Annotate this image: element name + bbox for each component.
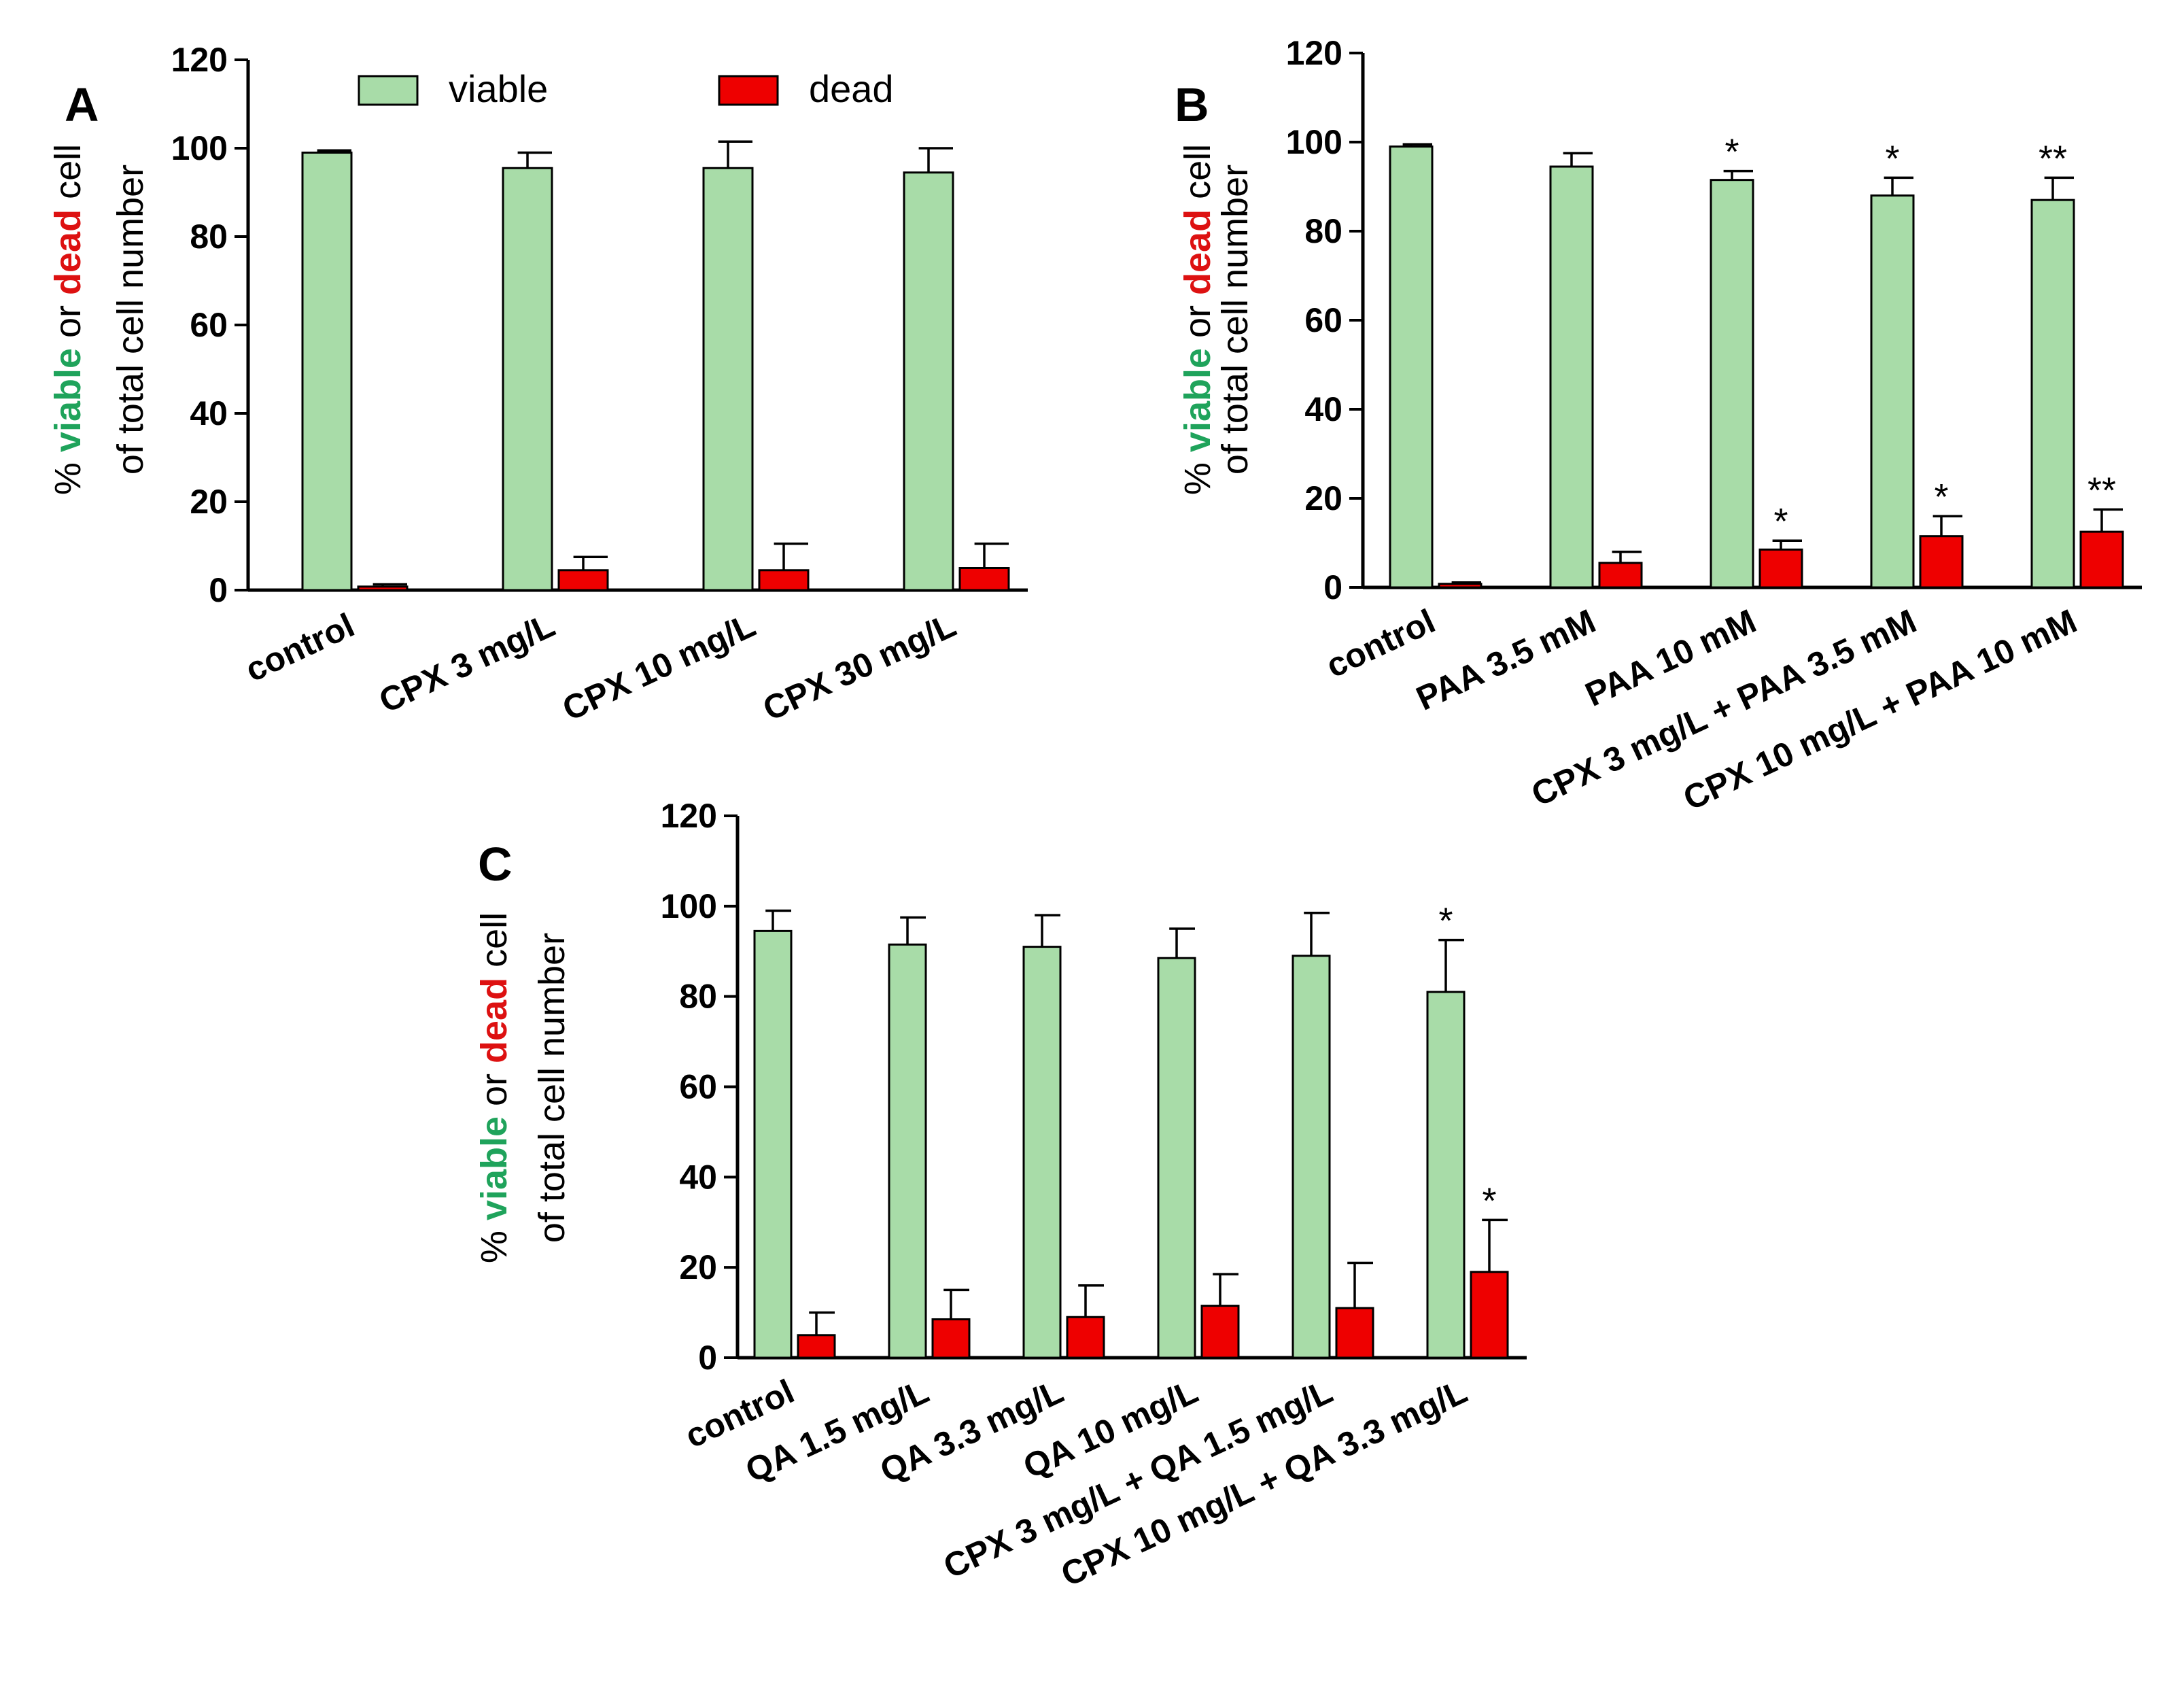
y-axis-label-or: or xyxy=(474,1063,515,1116)
bar-viable xyxy=(1389,145,1434,589)
panel-letter-a: A xyxy=(65,78,99,131)
bar-dead xyxy=(557,569,609,591)
bar-dead xyxy=(1919,535,1964,589)
bar-dead xyxy=(758,569,810,591)
legend-label-dead: dead xyxy=(809,67,894,110)
bar-dead xyxy=(931,1318,971,1359)
bar-viable xyxy=(1292,955,1331,1359)
y-tick-label: 80 xyxy=(190,218,228,256)
y-tick-label: 120 xyxy=(661,797,717,835)
y-tick-label: 60 xyxy=(190,306,228,344)
y-tick-label: 60 xyxy=(679,1068,717,1106)
x-category-label: CPX 3 mg/L xyxy=(373,606,560,720)
y-axis-label: % viable or dead cell xyxy=(1177,144,1218,495)
y-tick-label: 0 xyxy=(1323,568,1342,606)
bar-viable xyxy=(888,943,927,1359)
significance-marker: * xyxy=(1885,138,1899,179)
bar-dead xyxy=(1066,1316,1105,1359)
bar-viable xyxy=(1710,179,1754,589)
y-tick-label: 120 xyxy=(171,41,228,79)
bar-dead xyxy=(797,1334,836,1359)
y-axis-label-cell: cell xyxy=(474,912,515,978)
bar-viable xyxy=(753,929,793,1359)
y-tick-label: 40 xyxy=(1304,390,1342,428)
y-axis-label-cell: cell xyxy=(48,144,88,209)
panel-letter-c: C xyxy=(478,838,513,891)
x-category-label: CPX 10 mg/L xyxy=(557,606,761,728)
y-tick-label: 40 xyxy=(190,394,228,432)
y-axis-label-viable: viable xyxy=(1177,348,1218,452)
significance-marker: ** xyxy=(2087,470,2116,511)
significance-marker: * xyxy=(1438,901,1453,942)
y-axis-label-pct: % xyxy=(1177,452,1218,495)
legend: viable dead xyxy=(358,67,894,110)
y-axis-label-line2: of total cell number xyxy=(1215,165,1255,475)
bar-dead xyxy=(958,567,1010,591)
bar-dead xyxy=(1438,583,1483,589)
y-axis-label-viable: viable xyxy=(474,1116,515,1220)
significance-marker: * xyxy=(1724,132,1739,173)
y-tick-label: 0 xyxy=(209,571,228,609)
y-tick-label: 100 xyxy=(1286,123,1342,161)
y-tick-label: 20 xyxy=(679,1248,717,1286)
x-category-label: control xyxy=(239,606,360,689)
bar-dead xyxy=(1470,1271,1509,1359)
y-tick-label: 0 xyxy=(698,1339,717,1377)
legend-swatch-dead xyxy=(718,75,779,106)
y-axis-label-dead: dead xyxy=(1177,209,1218,295)
y-axis-label-dead: dead xyxy=(48,209,88,295)
y-axis-label: % viable or dead cell xyxy=(474,912,515,1263)
bar-viable xyxy=(1426,991,1466,1359)
bar-viable xyxy=(2030,199,2075,589)
y-axis-label-dead: dead xyxy=(474,978,515,1063)
y-axis-label-viable: viable xyxy=(48,348,88,452)
y-tick-label: 20 xyxy=(190,483,228,521)
y-tick-label: 60 xyxy=(1304,301,1342,339)
bar-viable xyxy=(502,167,553,591)
chart-panel-a: A% viable or dead cell of total cell numb… xyxy=(48,41,1028,728)
bar-viable xyxy=(903,171,954,591)
y-axis-label-line2: of total cell number xyxy=(110,165,151,475)
bar-viable xyxy=(1157,957,1196,1359)
y-axis-label: % viable or dead cell xyxy=(48,144,88,495)
y-tick-label: 100 xyxy=(171,129,228,167)
y-tick-label: 120 xyxy=(1286,34,1342,72)
bar-viable xyxy=(1870,194,1915,589)
bar-dead xyxy=(1335,1307,1374,1359)
y-axis-label-or: or xyxy=(48,295,88,348)
bar-dead xyxy=(1598,562,1643,589)
y-tick-label: 80 xyxy=(1304,212,1342,250)
bar-dead xyxy=(2079,530,2124,589)
y-tick-label: 80 xyxy=(679,978,717,1016)
bar-viable xyxy=(1022,946,1062,1359)
bar-dead xyxy=(1200,1305,1240,1359)
significance-marker: * xyxy=(1773,501,1788,542)
y-axis-label-pct: % xyxy=(48,452,88,495)
chart-panel-c: C% viable or dead cell of total cell numb… xyxy=(474,797,1527,1594)
y-axis-label-or: or xyxy=(1177,295,1218,348)
legend-label-viable: viable xyxy=(449,67,548,110)
legend-swatch-viable xyxy=(358,75,419,106)
y-axis-label-pct: % xyxy=(474,1220,515,1263)
x-category-label: CPX 30 mg/L xyxy=(757,606,962,728)
significance-marker: * xyxy=(1934,477,1948,517)
y-tick-label: 100 xyxy=(661,887,717,925)
significance-marker: * xyxy=(1482,1180,1496,1221)
y-tick-label: 40 xyxy=(679,1158,717,1196)
x-category-label: PAA 3.5 mM xyxy=(1410,602,1601,718)
bar-viable xyxy=(702,167,754,591)
y-axis-label-line2: of total cell number xyxy=(532,933,572,1243)
y-axis-label-cell: cell xyxy=(1177,144,1218,209)
bar-viable xyxy=(301,152,353,591)
significance-marker: ** xyxy=(2039,138,2067,179)
y-tick-label: 20 xyxy=(1304,479,1342,517)
panel-letter-b: B xyxy=(1175,78,1209,131)
x-category-label: control xyxy=(1320,602,1440,685)
bar-dead xyxy=(1758,548,1803,589)
bar-dead xyxy=(357,585,409,591)
bar-viable xyxy=(1549,165,1594,589)
